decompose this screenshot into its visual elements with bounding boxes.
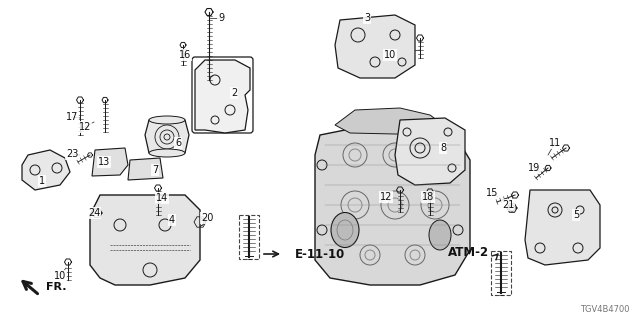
Text: 1: 1 xyxy=(39,176,45,186)
Text: 10: 10 xyxy=(54,271,66,281)
Text: 8: 8 xyxy=(440,143,446,153)
Text: 14: 14 xyxy=(156,193,168,203)
Text: ATM-2: ATM-2 xyxy=(448,246,489,260)
Text: 17: 17 xyxy=(66,112,78,122)
Text: TGV4B4700: TGV4B4700 xyxy=(580,305,630,314)
Polygon shape xyxy=(195,60,250,133)
Text: FR.: FR. xyxy=(46,282,67,292)
Text: 20: 20 xyxy=(201,213,213,223)
Text: 6: 6 xyxy=(175,138,181,148)
Text: 21: 21 xyxy=(502,200,514,210)
Text: 4: 4 xyxy=(169,215,175,225)
Polygon shape xyxy=(92,148,128,176)
Ellipse shape xyxy=(149,149,185,157)
Text: 19: 19 xyxy=(528,163,540,173)
Text: 11: 11 xyxy=(549,138,561,148)
Text: E-11-10: E-11-10 xyxy=(295,247,345,260)
Text: 24: 24 xyxy=(88,208,100,218)
Text: 5: 5 xyxy=(573,210,579,220)
Polygon shape xyxy=(335,108,450,135)
Text: 15: 15 xyxy=(486,188,498,198)
Polygon shape xyxy=(335,15,415,78)
Text: 18: 18 xyxy=(422,192,434,202)
Polygon shape xyxy=(128,158,163,180)
Polygon shape xyxy=(145,120,189,153)
Text: 2: 2 xyxy=(231,88,237,98)
Text: 12: 12 xyxy=(79,122,91,132)
Text: 23: 23 xyxy=(66,149,78,159)
Polygon shape xyxy=(90,195,200,285)
Ellipse shape xyxy=(149,116,185,124)
Polygon shape xyxy=(395,118,465,185)
Polygon shape xyxy=(525,190,600,265)
Text: 7: 7 xyxy=(152,165,158,175)
Text: 12: 12 xyxy=(380,192,392,202)
Text: 3: 3 xyxy=(364,13,370,23)
Text: 9: 9 xyxy=(218,13,224,23)
Ellipse shape xyxy=(331,212,359,247)
Polygon shape xyxy=(315,125,470,285)
Text: 10: 10 xyxy=(384,50,396,60)
Text: 13: 13 xyxy=(98,157,110,167)
Ellipse shape xyxy=(429,220,451,250)
Polygon shape xyxy=(22,150,70,190)
Text: 16: 16 xyxy=(179,50,191,60)
